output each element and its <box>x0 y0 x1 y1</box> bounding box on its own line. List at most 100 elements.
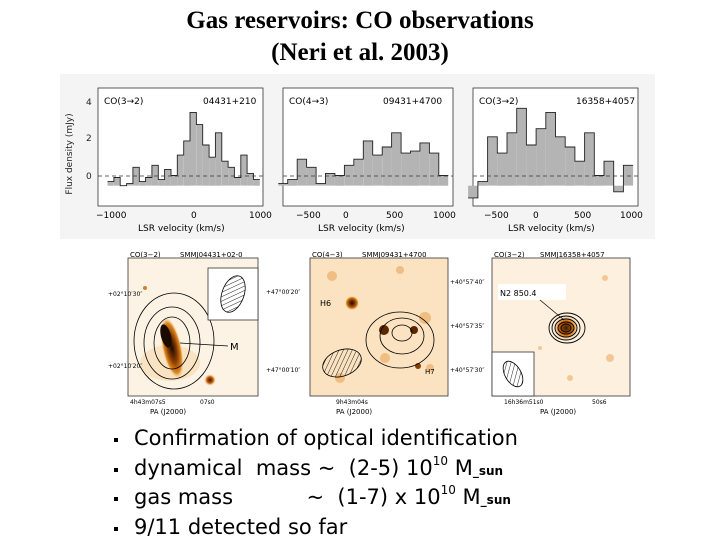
bullet-dot <box>114 438 118 442</box>
spectrum-bar <box>392 133 401 186</box>
spectrum-bar <box>507 133 517 186</box>
spectrum-bar <box>158 180 164 186</box>
spectrum-bar <box>234 178 240 186</box>
spectra-ytick-2: 2 <box>86 134 92 144</box>
spectrum-bar <box>177 155 183 186</box>
map-panel-2: H6 H7 CO(4−3) SMMJ09431+4700 +47°00′20″ … <box>266 251 448 416</box>
spectrum-bar <box>556 137 566 186</box>
map-3-label: CO(3−2) <box>494 251 525 259</box>
spectrum-3-xtick: 0 <box>533 211 539 221</box>
spectrum-bar <box>488 137 498 186</box>
spectrum-3-x-label: LSR velocity (km/s) <box>508 224 595 234</box>
spectrum-bar <box>411 151 420 186</box>
spectrum-bar <box>429 153 438 186</box>
map-2-annotation: H6 <box>320 299 331 308</box>
spectra-ytick-0: 0 <box>86 172 92 182</box>
map-3-dec-tick: +40°57′40″ <box>450 279 485 286</box>
spectrum-2-x-label: LSR velocity (km/s) <box>318 224 405 234</box>
bullet-list: Confirmation of optical identification d… <box>114 424 674 542</box>
spectrum-bar <box>401 153 410 186</box>
spectrum-bar <box>196 125 202 186</box>
map-3-ra-tick: 16h36m51s0 <box>504 399 544 406</box>
spectrum-bar <box>354 159 363 185</box>
spectrum-bar <box>478 182 488 186</box>
map-1-annotation: M <box>230 342 239 353</box>
map-3-source: SMMJ16358+4057 <box>540 251 605 259</box>
spectrum-bar <box>139 182 145 186</box>
map-2-dec-tick: +47°00′10″ <box>266 367 301 374</box>
spectrum-bar <box>241 155 247 186</box>
map-2-axis-label: PA (J2000) <box>336 408 372 416</box>
spectrum-bar <box>108 182 114 186</box>
spectrum-bar <box>575 161 585 185</box>
spectrum-bar <box>133 167 139 185</box>
spectrum-1-xtick: −1000 <box>96 211 127 221</box>
map-3-axis-label: PA (J2000) <box>540 408 576 416</box>
spectrum-bar <box>623 165 633 185</box>
spectrum-bar <box>297 159 306 185</box>
bullet-dynamical-mass: dynamical mass ~ (2-5) 1010 M_sun <box>114 454 674 484</box>
map-3-ra-tick: 50s6 <box>592 399 607 406</box>
spectrum-1-xtick: 1000 <box>249 211 272 221</box>
map-1-ra-tick: 07s0 <box>200 399 215 406</box>
spectrum-bar <box>517 108 527 185</box>
map-2-source: SMMJ09431+4700 <box>362 251 427 259</box>
spectrum-1-x-label: LSR velocity (km/s) <box>138 224 225 234</box>
spectrum-bar <box>420 143 429 186</box>
co-maps-figure: M CO(3−2) SMMJ04431+02‐0 +02°10′30″ +02°… <box>100 248 640 420</box>
spectrum-bar <box>335 176 344 186</box>
spectrum-bar <box>146 178 152 186</box>
map-3-dec-tick: +40°57′30″ <box>450 367 485 374</box>
map-1-source: SMMJ04431+02‐0 <box>180 251 243 259</box>
spectrum-1-xtick: 0 <box>191 211 197 221</box>
spectrum-bar <box>468 186 478 198</box>
spectrum-bar <box>594 176 604 186</box>
slide-title: Gas reservoirs: CO observations <box>0 6 720 36</box>
spectra-ytick-4: 4 <box>86 98 92 108</box>
spectrum-bar <box>203 145 209 186</box>
map-2-ra-tick: 9h43m04s <box>336 399 368 406</box>
spectrum-bar <box>344 165 353 185</box>
spectrum-2-line: CO(4→3) <box>289 97 328 107</box>
map-2-dec-tick: +47°00′20″ <box>266 289 301 296</box>
map-panel-3: N2 850.4 CO(3−2) SMMJ16358+4057 +40°57′4… <box>450 251 630 416</box>
spectrum-bar <box>247 173 253 185</box>
spectrum-bar <box>363 141 372 186</box>
spectrum-1-line: CO(3→2) <box>104 97 143 107</box>
spectrum-bar <box>373 155 382 186</box>
bullet-dot <box>114 468 118 472</box>
spectrum-bar <box>171 176 177 186</box>
spectrum-bar <box>228 167 234 185</box>
spectrum-3-xtick: 1000 <box>620 211 643 221</box>
spectrum-bar <box>546 112 556 185</box>
spectrum-bar <box>254 180 260 186</box>
map-3-dec-tick: +40°57′35″ <box>450 323 485 330</box>
slide-subtitle: (Neri et al. 2003) <box>0 38 720 68</box>
bullet-gas-mass: gas mass ~ (1-7) x 1010 M_sun <box>114 483 674 513</box>
map-1-label: CO(3−2) <box>130 251 161 259</box>
spectrum-bar <box>536 129 546 186</box>
spectrum-2-xtick: −500 <box>296 211 321 221</box>
spectrum-bar <box>152 165 158 185</box>
spectrum-bar <box>604 161 614 185</box>
spectrum-bar <box>165 169 171 185</box>
map-1-axis-label: PA (J2000) <box>150 408 186 416</box>
co-spectra-figure: Flux density (mJy) 4 2 0 CO(3→2) 04431+2… <box>60 74 655 239</box>
spectrum-bar <box>307 167 316 185</box>
spectrum-bar <box>190 112 196 185</box>
spectrum-2-source: 09431+4700 <box>383 97 442 107</box>
spectrum-3-line: CO(3→2) <box>479 97 518 107</box>
spectrum-bar <box>614 186 624 192</box>
spectra-y-label: Flux density (mJy) <box>65 113 75 194</box>
map-1-ra-tick: 4h43m07s5 <box>130 399 166 406</box>
spectrum-bar <box>565 147 575 186</box>
spectrum-3-source: 16358+4057 <box>576 97 635 107</box>
spectrum-2-xtick: 1000 <box>433 211 456 221</box>
spectrum-bar <box>439 176 448 186</box>
spectrum-bar <box>526 145 536 186</box>
map-2-label: CO(4−3) <box>312 251 343 259</box>
map-1-dec-tick: +02°10′20″ <box>108 363 143 370</box>
bullet-dot <box>114 497 118 501</box>
spectrum-bar <box>326 173 335 185</box>
spectrum-bar <box>288 180 297 186</box>
